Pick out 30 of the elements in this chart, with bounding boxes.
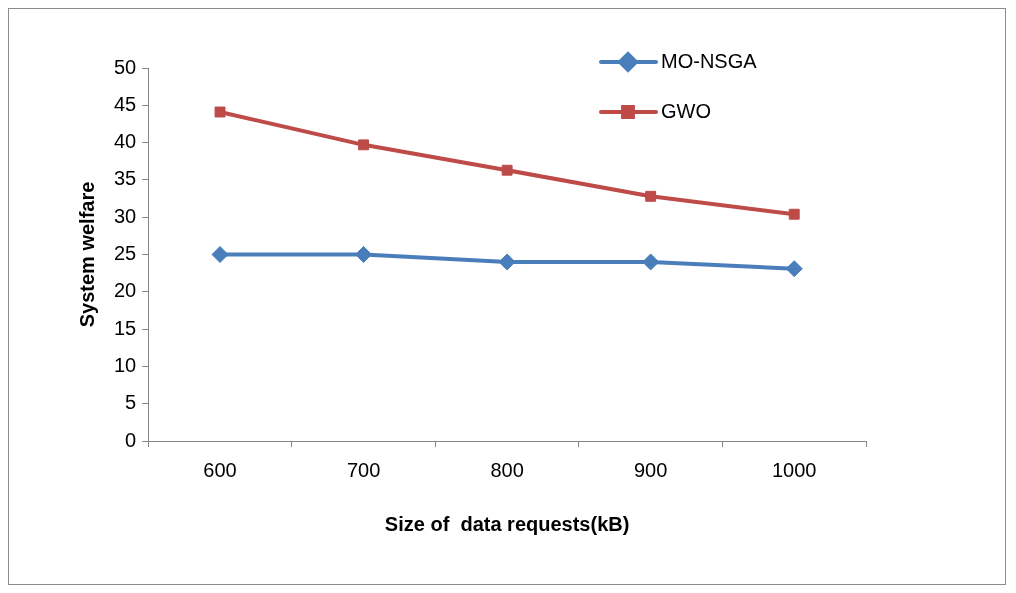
x-tick-label: 700: [346, 458, 381, 481]
y-tick-label: 15: [114, 316, 137, 339]
x-tick-label: 600: [203, 458, 237, 481]
y-tick-label: 0: [125, 428, 137, 451]
point: [358, 139, 370, 151]
x-tick-label: 900: [633, 458, 668, 481]
y-tick-label: 35: [114, 167, 137, 190]
point: [645, 190, 657, 202]
point: [214, 106, 226, 118]
y-tick-label: 25: [114, 242, 137, 265]
y-tick-label: 30: [114, 204, 137, 227]
y-axis-title: System welfare: [75, 181, 98, 328]
legend-label: MO-NSGA: [661, 49, 758, 72]
y-tick-label: 40: [114, 130, 137, 153]
point: [785, 260, 803, 278]
x-tick-label: 800: [490, 458, 524, 481]
x-tick-label: 1000: [771, 458, 817, 481]
y-tick-label: 20: [114, 279, 137, 302]
x-axis-title: Size of data requests(kB): [384, 512, 630, 535]
y-tick-label: 50: [114, 55, 137, 78]
y-tick-label: 45: [114, 92, 137, 115]
point: [355, 246, 373, 263]
point: [211, 246, 229, 263]
point: [498, 253, 516, 271]
point: [788, 208, 800, 220]
y-tick-label: 5: [125, 391, 137, 414]
point: [642, 253, 660, 271]
legend-label: GWO: [661, 99, 711, 122]
point: [501, 164, 513, 176]
y-tick-label: 10: [114, 353, 137, 376]
